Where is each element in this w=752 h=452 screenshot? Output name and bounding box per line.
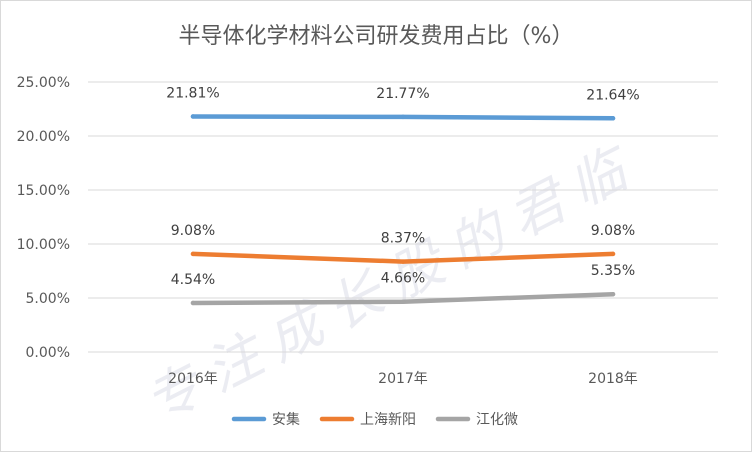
data-point (610, 251, 616, 257)
data-point (610, 116, 616, 121)
data-labels: 21.81% 21.77% 21.64% 9.08% 8.37% 9.08% 4.54% 4.… (166, 85, 639, 288)
gridlines (88, 81, 718, 353)
data-point (610, 292, 616, 297)
data-label: 21.64% (586, 87, 639, 103)
data-label: 9.08% (591, 223, 635, 239)
data-point (400, 114, 406, 120)
x-tick-label: 2018年 (588, 371, 638, 387)
series-lines (190, 114, 616, 306)
data-point (400, 299, 406, 304)
chart-title: 半导体化学材料公司研发费用占比（%） (179, 24, 574, 49)
legend-label: 上海新阳 (360, 412, 416, 428)
data-point (190, 300, 196, 306)
data-point (190, 251, 196, 257)
data-label: 21.81% (166, 85, 219, 101)
data-label: 8.37% (381, 231, 425, 247)
data-label: 9.08% (171, 223, 215, 239)
y-tick-label: 15.00% (17, 183, 70, 199)
x-tick-label: 2016年 (168, 371, 218, 387)
y-tick-label: 10.00% (17, 237, 70, 253)
data-point (190, 114, 196, 119)
legend-label: 安集 (272, 411, 300, 428)
y-tick-label: 25.00% (17, 75, 70, 91)
data-point (400, 259, 406, 264)
legend: 安集 上海新阳 江化微 (231, 411, 518, 428)
data-label: 21.77% (376, 86, 429, 102)
y-axis-ticks: 0.00% 5.00% 10.00% 15.00% 20.00% 25.00% (17, 75, 70, 361)
y-tick-label: 0.00% (26, 345, 70, 361)
x-axis-ticks: 2016年 2017年 2018年 (168, 371, 638, 387)
x-tick-label: 2017年 (378, 371, 428, 387)
y-tick-label: 5.00% (26, 291, 70, 307)
y-tick-label: 20.00% (17, 129, 70, 145)
data-label: 5.35% (591, 263, 635, 279)
data-label: 4.54% (171, 272, 215, 288)
data-label: 4.66% (381, 271, 425, 287)
legend-label: 江化微 (476, 412, 518, 428)
